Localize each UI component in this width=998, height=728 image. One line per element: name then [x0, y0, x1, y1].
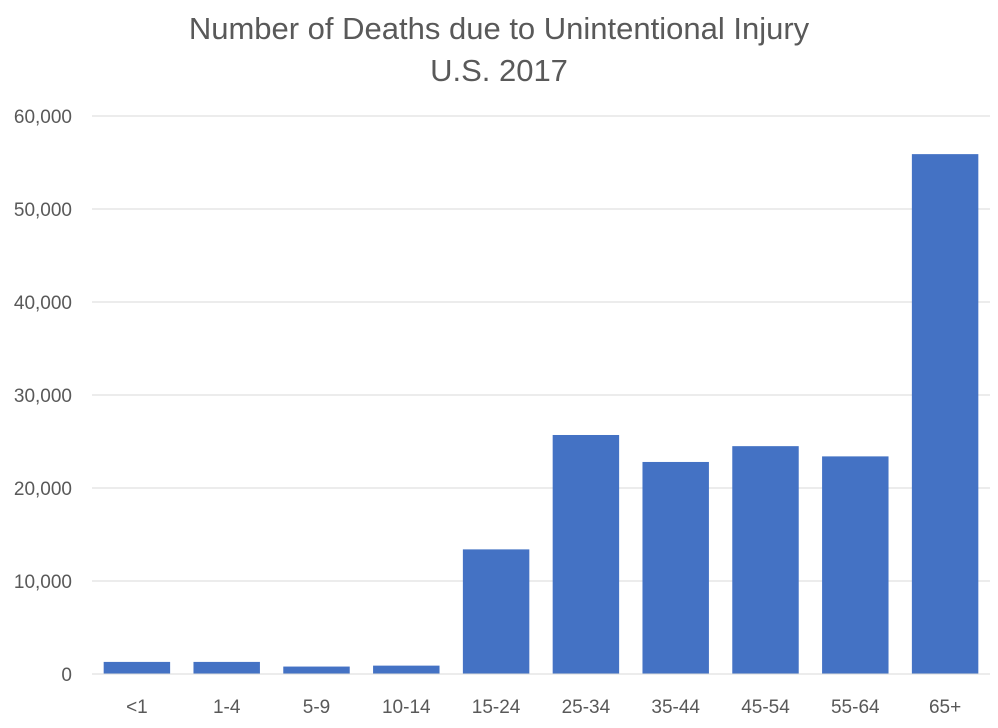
y-tick-label: 20,000: [14, 479, 72, 500]
x-tick-label: 25-34: [562, 697, 611, 718]
y-tick-label: 0: [61, 665, 72, 686]
bar-35-44: [642, 461, 709, 674]
bar-10-14: [373, 665, 440, 674]
bar-55-64: [822, 456, 889, 674]
x-tick-label: 5-9: [303, 697, 330, 718]
x-tick-label: 15-24: [472, 697, 521, 718]
bar-65+: [911, 154, 979, 674]
x-tick-label: <1: [126, 697, 148, 718]
chart-subtitle: U.S. 2017: [430, 53, 568, 88]
bar-45-54: [732, 446, 799, 674]
y-tick-label: 60,000: [14, 107, 72, 128]
bar-<1: [103, 661, 171, 674]
x-tick-label: 55-64: [831, 697, 880, 718]
chart-title-block: Number of Deaths due to Unintentional In…: [0, 8, 998, 92]
x-tick-label: 65+: [929, 697, 961, 718]
x-tick-label: 35-44: [651, 697, 700, 718]
bar-15-24: [462, 549, 530, 674]
bar-1-4: [193, 661, 260, 674]
bar-25-34: [552, 434, 620, 674]
x-tick-label: 45-54: [741, 697, 790, 718]
x-tick-label: 1-4: [213, 697, 241, 718]
y-tick-label: 40,000: [14, 293, 72, 314]
x-tick-label: 10-14: [382, 697, 431, 718]
y-tick-label: 10,000: [14, 572, 72, 593]
y-tick-label: 50,000: [14, 200, 72, 221]
bar-5-9: [283, 666, 350, 674]
y-tick-label: 30,000: [14, 386, 72, 407]
chart-title: Number of Deaths due to Unintentional In…: [188, 11, 810, 46]
